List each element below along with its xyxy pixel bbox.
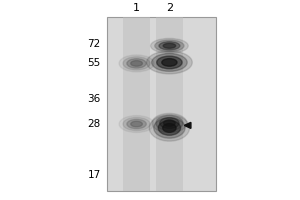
Ellipse shape <box>164 120 175 126</box>
Ellipse shape <box>123 57 150 70</box>
Text: 55: 55 <box>88 58 101 68</box>
Ellipse shape <box>152 54 187 71</box>
Ellipse shape <box>155 40 184 52</box>
Ellipse shape <box>152 113 187 133</box>
Ellipse shape <box>147 51 192 74</box>
Ellipse shape <box>151 38 188 53</box>
Ellipse shape <box>119 116 154 132</box>
Text: 36: 36 <box>88 94 101 104</box>
Ellipse shape <box>127 119 146 129</box>
Text: 2: 2 <box>166 3 173 13</box>
FancyBboxPatch shape <box>107 17 216 191</box>
Ellipse shape <box>154 118 185 138</box>
Ellipse shape <box>131 61 142 66</box>
Ellipse shape <box>163 43 176 48</box>
Text: 72: 72 <box>88 39 101 49</box>
Text: 17: 17 <box>88 170 101 180</box>
Ellipse shape <box>159 42 180 50</box>
Ellipse shape <box>127 59 146 68</box>
Polygon shape <box>184 122 191 128</box>
Ellipse shape <box>158 121 181 135</box>
FancyBboxPatch shape <box>123 17 150 191</box>
Ellipse shape <box>163 124 176 132</box>
Ellipse shape <box>157 56 182 69</box>
Ellipse shape <box>149 115 190 141</box>
Text: 1: 1 <box>133 3 140 13</box>
Ellipse shape <box>119 55 154 72</box>
Ellipse shape <box>162 59 177 66</box>
Ellipse shape <box>123 117 150 131</box>
Text: 28: 28 <box>88 119 101 129</box>
FancyBboxPatch shape <box>156 17 183 191</box>
Ellipse shape <box>160 118 179 128</box>
Ellipse shape <box>156 116 183 131</box>
Ellipse shape <box>131 121 142 127</box>
